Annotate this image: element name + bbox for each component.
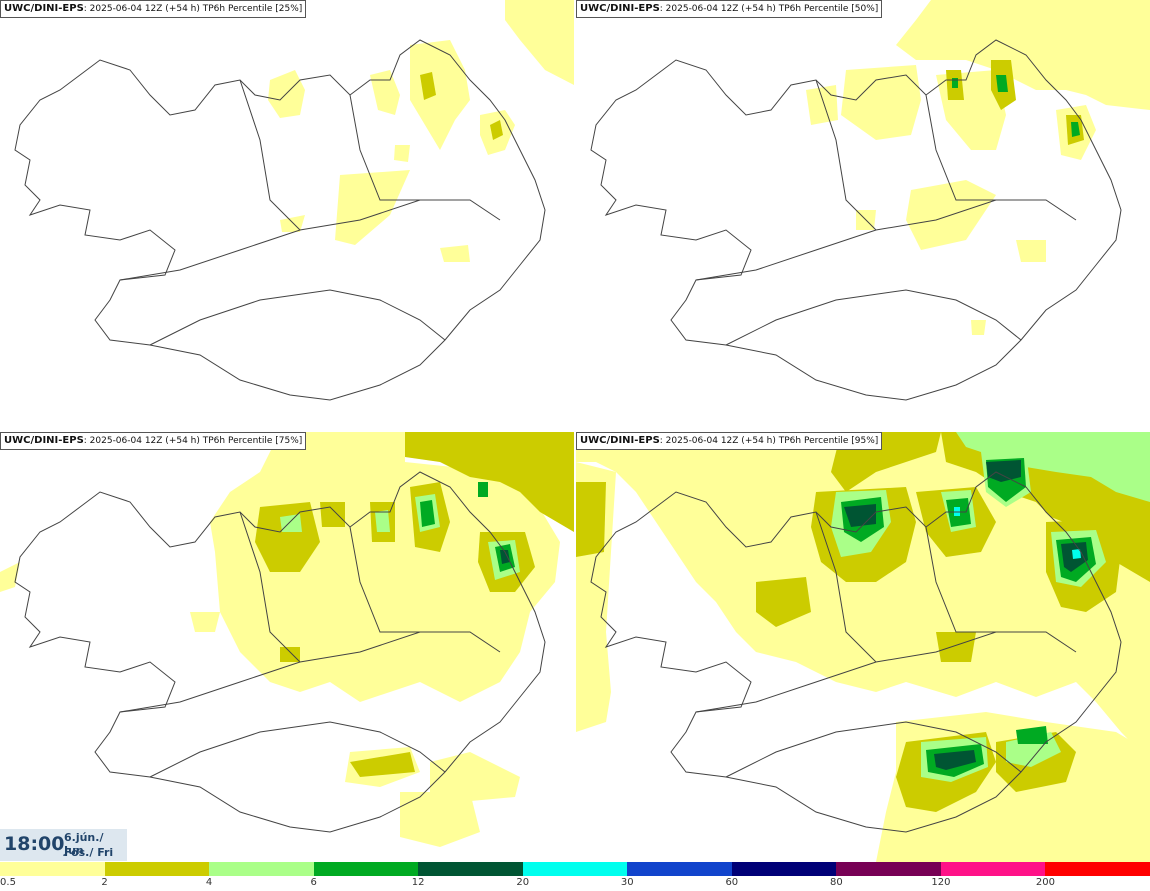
run-label: : 2025-06-04 12Z (+54 h) bbox=[83, 4, 200, 14]
legend-swatch bbox=[731, 862, 837, 876]
run-label: : 2025-06-04 12Z (+54 h) bbox=[659, 4, 776, 14]
run-label: : 2025-06-04 12Z (+54 h) bbox=[659, 436, 776, 446]
color-legend: 0.5 2 4 6 12 20 30 60 80 120 200 bbox=[0, 862, 1150, 891]
field-label: TP6h Percentile [75%] bbox=[199, 436, 303, 446]
legend-bar bbox=[0, 862, 1150, 876]
iceland-outline bbox=[590, 39, 1122, 401]
legend-tick-label: 2 bbox=[101, 877, 108, 888]
map-panel-p75: UWC/DINI-EPS: 2025-06-04 12Z (+54 h) TP6… bbox=[0, 432, 574, 862]
legend-swatch bbox=[209, 862, 314, 876]
precip-very-heavy-areas bbox=[844, 460, 1088, 770]
source-label: UWC/DINI-EPS bbox=[4, 3, 84, 14]
legend-swatch bbox=[522, 862, 628, 876]
valid-date-line2: Fös./ Fri bbox=[64, 846, 114, 859]
iceland-outline bbox=[590, 471, 1122, 833]
valid-time: 18:00 bbox=[4, 833, 65, 855]
precip-light-areas bbox=[806, 0, 1150, 335]
field-label: TP6h Percentile [25%] bbox=[199, 4, 303, 14]
iceland-outline bbox=[14, 39, 546, 401]
precip-light-areas bbox=[0, 432, 560, 847]
legend-tick-label: 80 bbox=[829, 877, 843, 888]
map-panel-p25: UWC/DINI-EPS: 2025-06-04 12Z (+54 h) TP6… bbox=[0, 0, 574, 430]
iceland-outline bbox=[14, 471, 546, 833]
legend-swatch bbox=[1045, 862, 1150, 876]
legend-tick-label: 120 bbox=[931, 877, 951, 888]
legend-tick-label: 20 bbox=[516, 877, 530, 888]
legend-swatch bbox=[836, 862, 941, 876]
field-label: TP6h Percentile [95%] bbox=[775, 436, 879, 446]
legend-swatch bbox=[940, 862, 1046, 876]
precip-map bbox=[590, 0, 1150, 401]
legend-swatch bbox=[104, 862, 210, 876]
map-panel-p50: UWC/DINI-EPS: 2025-06-04 12Z (+54 h) TP6… bbox=[576, 0, 1150, 430]
legend-swatch bbox=[313, 862, 419, 876]
legend-swatch bbox=[0, 862, 105, 876]
legend-tick-label: 200 bbox=[1035, 877, 1055, 888]
run-label: : 2025-06-04 12Z (+54 h) bbox=[83, 436, 200, 446]
legend-swatch bbox=[418, 862, 523, 876]
precip-moderate-areas bbox=[420, 72, 503, 140]
legend-tick-label: 12 bbox=[411, 877, 425, 888]
source-label: UWC/DINI-EPS bbox=[580, 435, 660, 446]
precip-map bbox=[0, 432, 574, 847]
legend-tick-label: 6 bbox=[310, 877, 317, 888]
legend-swatch bbox=[627, 862, 732, 876]
map-panel-p95: UWC/DINI-EPS: 2025-06-04 12Z (+54 h) TP6… bbox=[576, 432, 1150, 862]
source-label: UWC/DINI-EPS bbox=[580, 3, 660, 14]
precip-map bbox=[14, 0, 574, 401]
panel-title: UWC/DINI-EPS: 2025-06-04 12Z (+54 h) TP6… bbox=[0, 0, 307, 18]
valid-time-box: 18:00 6.jún./ Jun Fös./ Fri bbox=[0, 829, 127, 861]
precip-map bbox=[576, 432, 1150, 862]
valid-date-line1: 6.jún./ Jun bbox=[64, 831, 104, 857]
source-label: UWC/DINI-EPS bbox=[4, 435, 84, 446]
legend-tick-label: 60 bbox=[725, 877, 739, 888]
panel-title: UWC/DINI-EPS: 2025-06-04 12Z (+54 h) TP6… bbox=[576, 0, 883, 18]
precip-very-heavy-areas bbox=[500, 550, 510, 564]
panel-title: UWC/DINI-EPS: 2025-06-04 12Z (+54 h) TP6… bbox=[576, 432, 883, 450]
field-label: TP6h Percentile [50%] bbox=[775, 4, 879, 14]
precip-light-areas bbox=[268, 0, 574, 262]
legend-tick-label: 4 bbox=[205, 877, 213, 888]
legend-tick-label: 0.5 bbox=[0, 877, 16, 888]
panel-title: UWC/DINI-EPS: 2025-06-04 12Z (+54 h) TP6… bbox=[0, 432, 307, 450]
legend-tick-label: 30 bbox=[620, 877, 634, 888]
